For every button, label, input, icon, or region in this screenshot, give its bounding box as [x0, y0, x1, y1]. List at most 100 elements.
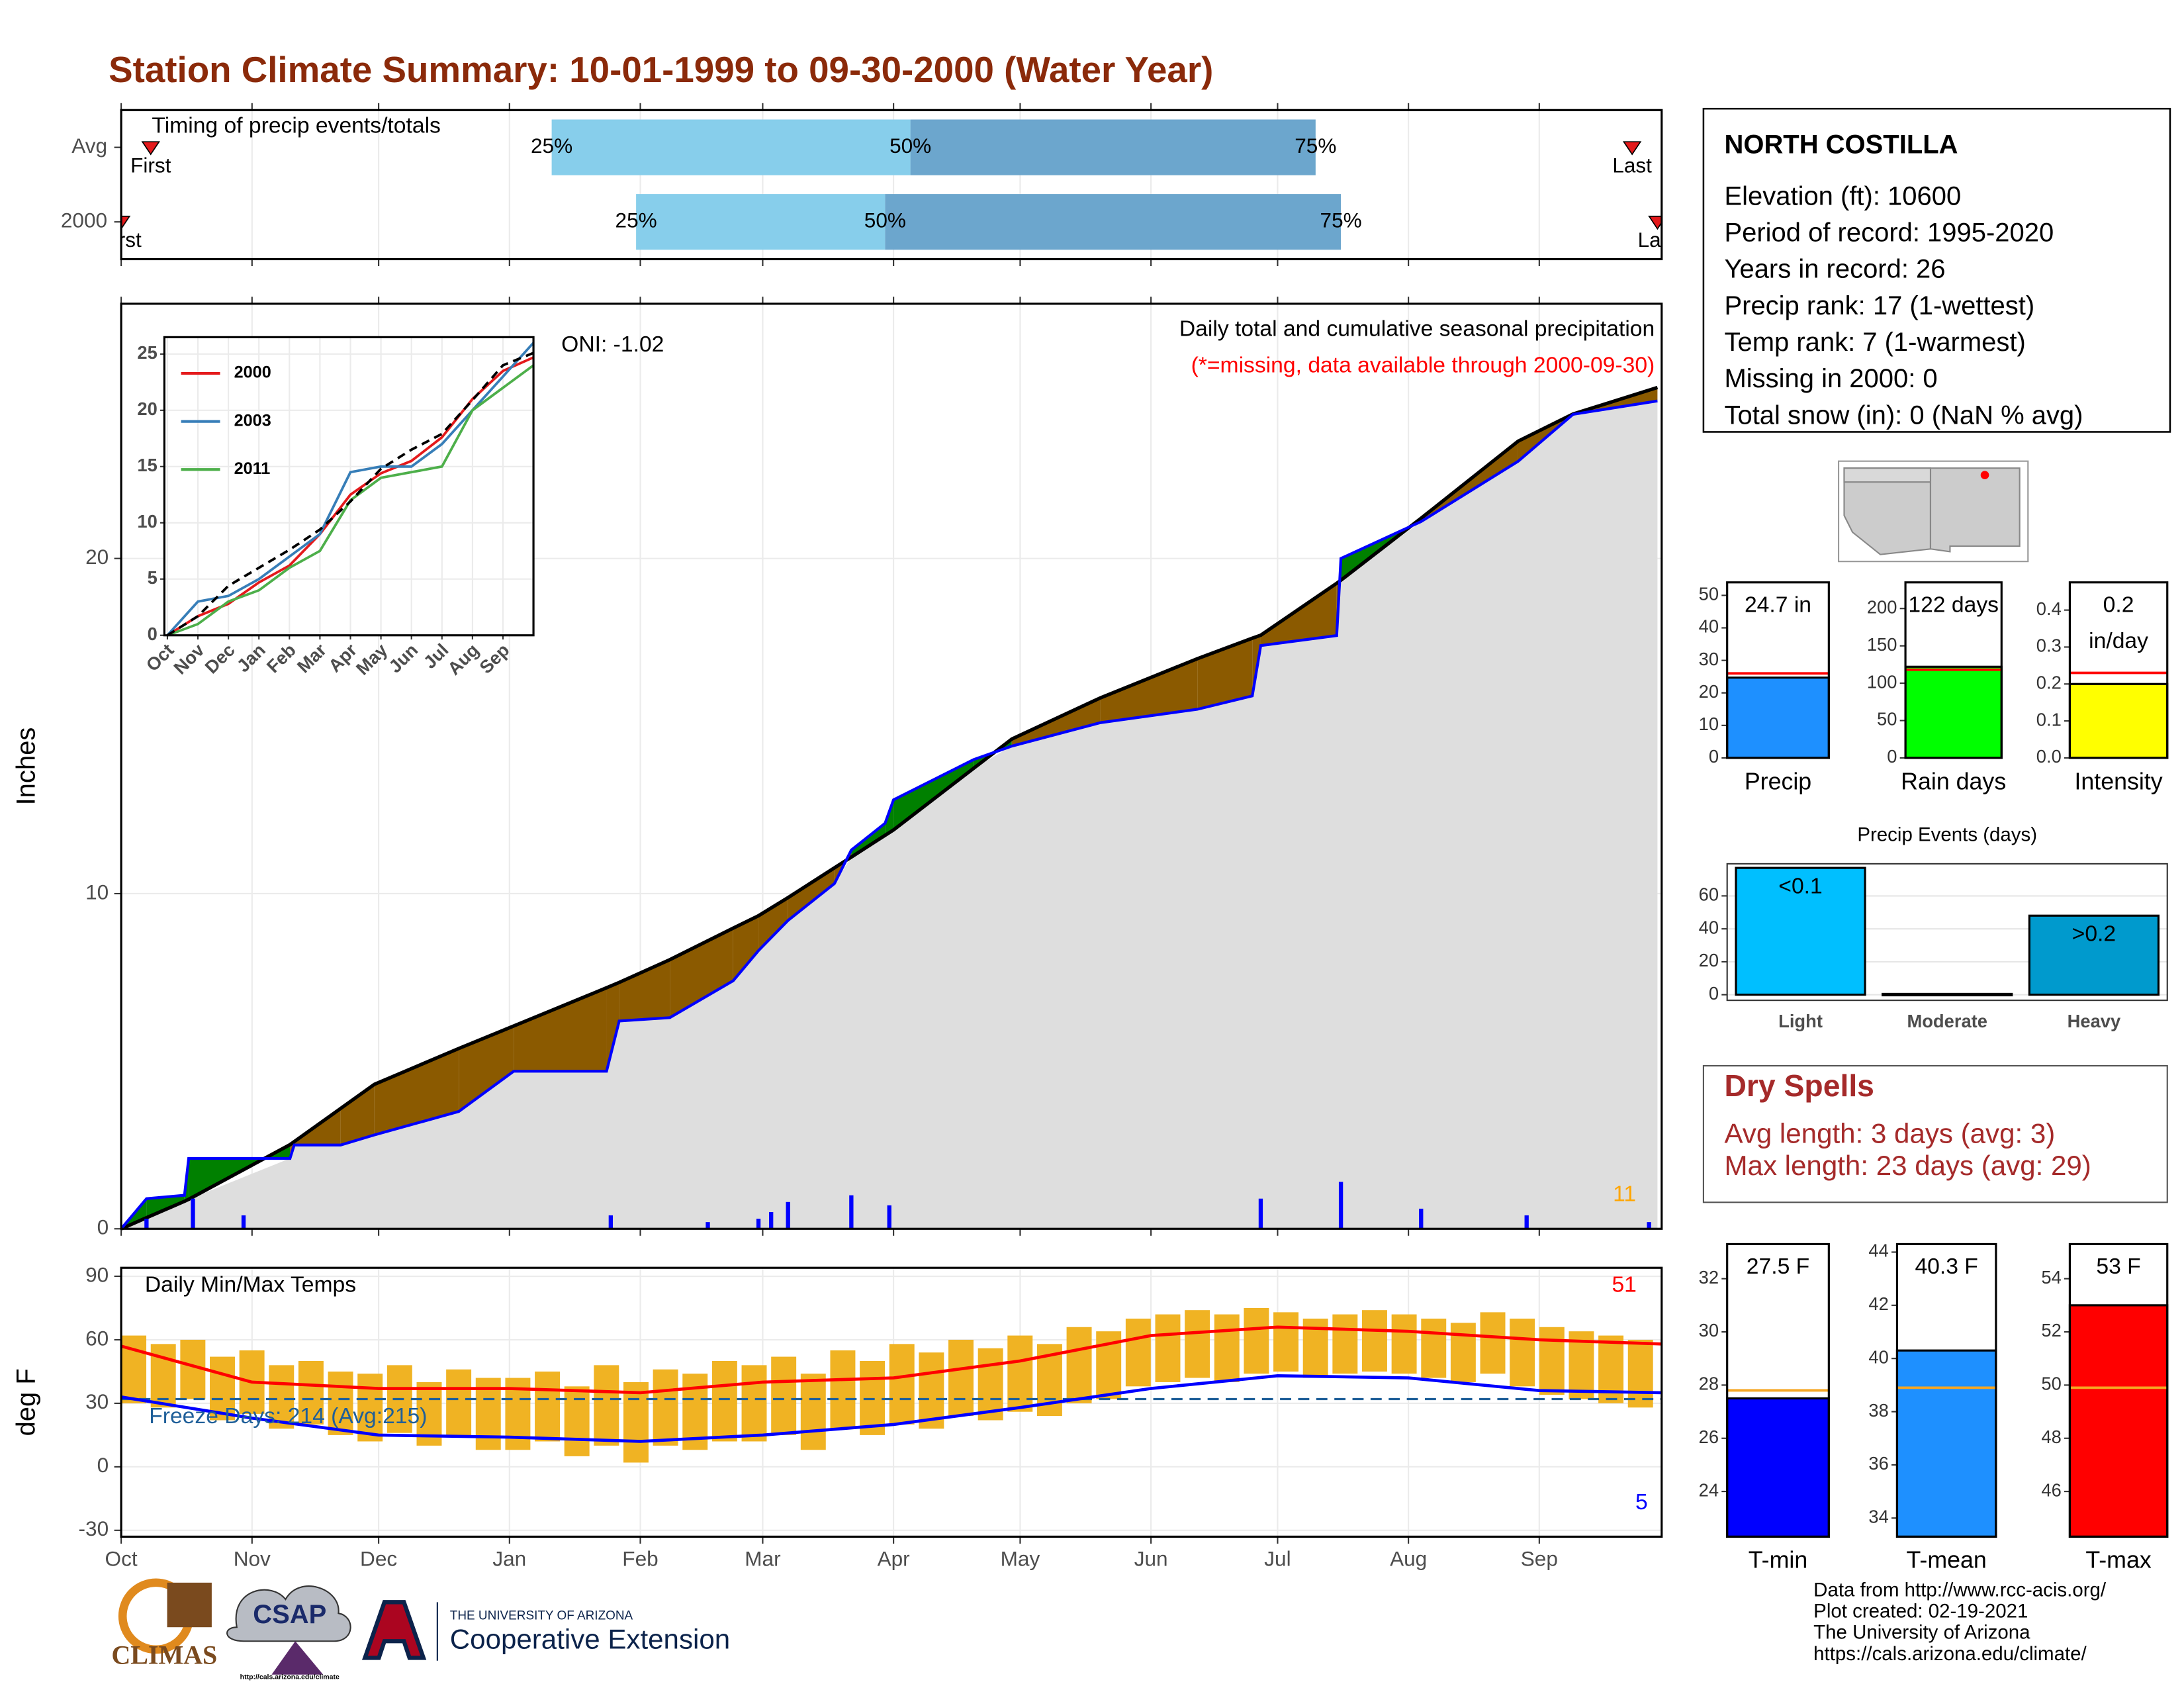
temp-range-bar	[1155, 1314, 1181, 1382]
bar	[1882, 992, 2013, 997]
legend-label: 2003	[234, 411, 271, 430]
y-tick-label: 0	[148, 624, 158, 644]
y-tick-label: 42	[1868, 1293, 1888, 1314]
panel-title: Precip Events (days)	[1857, 824, 2037, 846]
y-axis-label: deg F	[12, 1368, 41, 1436]
dry-spells-info: Max length: 23 days (avg: 29)	[1724, 1150, 2091, 1181]
y-tick-label: -30	[79, 1517, 109, 1540]
oni: ONI: -1.02	[561, 332, 664, 357]
x-tick-label: Apr	[878, 1547, 910, 1571]
temp-range-bar	[1627, 1339, 1653, 1408]
y-tick-label: 100	[1867, 671, 1897, 692]
temp-range-bar	[1185, 1310, 1210, 1378]
quartile-bar	[910, 119, 1316, 175]
y-tick-label: 30	[85, 1389, 109, 1413]
temp-range-bar	[889, 1344, 915, 1425]
bar-label: <0.1	[1778, 874, 1822, 898]
climas-text: CLIMAS	[111, 1640, 217, 1670]
timing-rows: 25% 50% 75% First Last 25% 50% 75% First Last	[101, 119, 1662, 252]
y-tick-label: 0	[1709, 983, 1719, 1004]
temp-range-bar	[328, 1371, 353, 1435]
y-tick-label: 44	[1868, 1241, 1888, 1261]
daily-bar	[887, 1205, 891, 1229]
temp-range-bar	[564, 1386, 590, 1456]
bar	[2028, 914, 2160, 996]
x-tick-label: Jun	[1134, 1547, 1168, 1571]
y-tick-label: 200	[1867, 596, 1897, 617]
x-tick-label: Mar	[745, 1547, 780, 1571]
temp-range-bar	[1391, 1314, 1417, 1374]
y-tick-label: 90	[85, 1262, 109, 1286]
temp-range-bar	[1361, 1310, 1387, 1372]
y-tick-label: 20	[85, 545, 109, 569]
annotation: Daily total and cumulative seasonal prec…	[1179, 317, 1655, 342]
category-label: Precip	[1745, 768, 1811, 794]
temp-range-bar	[298, 1360, 324, 1425]
departure-area	[340, 1084, 375, 1145]
summary-bar	[1904, 665, 2003, 759]
y-tick-label: 52	[2041, 1320, 2061, 1340]
daily-bar	[786, 1201, 790, 1229]
event-marker	[121, 215, 131, 230]
temp-range-bar	[711, 1360, 737, 1442]
daily-bar	[705, 1222, 710, 1229]
station-info: Missing in 2000: 0	[1724, 364, 1937, 393]
temp-range-bar	[1510, 1318, 1535, 1387]
legend-label: 2000	[234, 363, 271, 382]
category-label: T-min	[1749, 1547, 1807, 1573]
y-tick-label: 15	[137, 455, 157, 475]
y-tick-label: 0	[97, 1453, 109, 1477]
temp-range-bar	[1066, 1327, 1092, 1403]
inset-frame	[163, 336, 535, 637]
y-tick-label: 40	[1868, 1346, 1888, 1367]
x-tick-label: May	[1001, 1547, 1040, 1571]
quartile-bar	[636, 194, 886, 250]
value-label: in/day	[2089, 629, 2148, 653]
temp-range-bar	[623, 1382, 649, 1463]
x-tick-label: Nov	[234, 1547, 271, 1571]
y-tick-label: 30	[1699, 1320, 1719, 1340]
panel-title: Daily Min/Max Temps	[145, 1272, 356, 1297]
csap-text: CSAP	[253, 1600, 326, 1629]
row-label: Avg	[71, 134, 107, 158]
daily-bar	[769, 1211, 774, 1229]
y-tick-label: 5	[148, 567, 158, 588]
temp-range-bar	[1421, 1318, 1447, 1378]
category-label: Light	[1778, 1011, 1823, 1031]
y-tick-label: 36	[1868, 1453, 1888, 1474]
university-text: THE UNIVERSITY OF ARIZONA	[450, 1609, 633, 1622]
timing-title: Timing of precip events/totals	[152, 113, 440, 138]
panel-frame	[1726, 863, 2168, 1002]
csap-mountain	[271, 1641, 324, 1675]
departure-area	[459, 1025, 514, 1112]
plot-frame	[120, 109, 1663, 261]
x-tick-label: Sep	[1521, 1547, 1558, 1571]
average-line	[166, 352, 534, 637]
y-tick-label: 50	[1699, 584, 1719, 604]
map-state	[1843, 467, 1932, 483]
daily-bar	[241, 1215, 246, 1229]
temp-range-bar	[1450, 1323, 1476, 1382]
event-label: First	[101, 228, 142, 252]
y-tick-label: 10	[1699, 714, 1719, 734]
y-tick-label: 25	[137, 342, 157, 363]
station-name: NORTH COSTILLA	[1724, 130, 1958, 160]
departure-area	[374, 1048, 459, 1135]
y-tick-label: 0.1	[2036, 709, 2062, 729]
station-info: Period of record: 1995-2020	[1724, 218, 2054, 248]
temp-range-bar	[1332, 1314, 1358, 1374]
y-tick-label: 40	[1699, 616, 1719, 637]
y-tick-label: 28	[1699, 1374, 1719, 1394]
average-line	[120, 385, 1659, 1231]
record-high-count: 51	[1612, 1272, 1636, 1297]
departure-area	[788, 867, 835, 921]
event-marker	[141, 141, 160, 156]
temp-range-bar	[1125, 1318, 1151, 1387]
event-marker	[1622, 141, 1642, 156]
note: (*=missing, data available through 2000-…	[1191, 353, 1655, 377]
temp-range-bar	[800, 1374, 826, 1450]
legend-label: 2011	[234, 459, 271, 478]
record-low-count: 5	[1635, 1490, 1648, 1515]
quartile-bar	[551, 119, 911, 175]
plot-frame	[120, 303, 1663, 1230]
